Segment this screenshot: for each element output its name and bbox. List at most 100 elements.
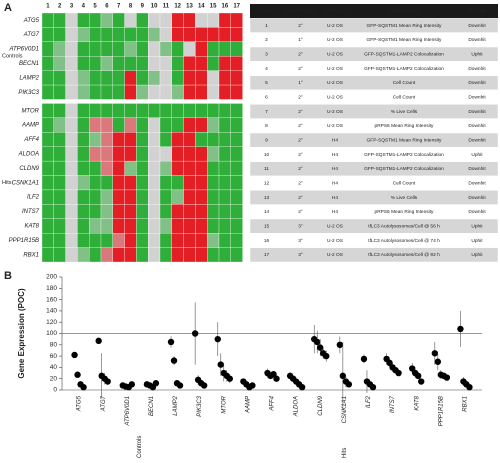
table-cell: 2 [265, 37, 268, 43]
y-tick-label: 80 [50, 342, 58, 349]
heat-cell [171, 56, 184, 71]
heat-cell [112, 204, 125, 219]
table-cell: tfLC3 Autolysosomes/Cell @ 56 h [368, 223, 440, 229]
heat-cell [100, 218, 113, 234]
heat-cell [183, 204, 196, 219]
table-cell: 2° [298, 109, 303, 115]
heat-cell [53, 117, 66, 133]
heat-cell [183, 84, 196, 100]
heat-cell [100, 84, 113, 100]
table-cell: GFP-SQSTM1-LAMP2 Colocalization [364, 51, 444, 57]
heat-cell [159, 146, 172, 162]
table-row-bg [249, 89, 499, 105]
column-label: 12 [174, 4, 181, 10]
table-cell: Downhit [468, 195, 486, 201]
group-label: Hits [342, 448, 348, 458]
heat-cell [100, 103, 113, 119]
heat-cell [41, 117, 54, 133]
heat-cell [218, 27, 231, 42]
table-cell: 3 [265, 51, 268, 57]
table-cell: 5 [265, 80, 268, 86]
heat-cell [148, 70, 161, 86]
heat-cell [124, 146, 137, 162]
heat-cell [183, 247, 196, 263]
heat-cell [183, 132, 196, 147]
table-cell: 14 [264, 209, 270, 215]
table-cell: GFP-SQSTM1-LAMP2 Colocalization [364, 166, 444, 172]
heat-cell [136, 70, 149, 86]
heat-cell [230, 41, 243, 57]
table-cell: 11 [264, 166, 269, 172]
heat-cell [77, 41, 90, 57]
heat-cell [159, 204, 172, 219]
table-cell: H4 [332, 137, 338, 143]
heat-cell [207, 175, 220, 191]
heat-cell [195, 160, 208, 176]
heat-cell [230, 189, 243, 205]
heat-cell [65, 247, 78, 263]
heat-cell [159, 41, 172, 57]
heat-cell [207, 189, 220, 205]
heat-cell [230, 146, 243, 162]
heat-cell [148, 233, 161, 248]
row-label: ILF2 [27, 195, 40, 201]
heat-cell [207, 204, 220, 219]
heat-cell [171, 70, 184, 86]
table-cell: 9 [265, 137, 268, 143]
heat-cell [124, 233, 137, 248]
row-label: RBX1 [23, 252, 39, 258]
heat-cell [183, 146, 196, 162]
heat-cell [112, 247, 125, 263]
heat-cell [218, 103, 231, 119]
heat-cell [207, 84, 220, 100]
table-header: P Value [468, 8, 485, 14]
heat-cell [89, 146, 102, 162]
heat-cell [195, 70, 208, 86]
heat-cell [77, 117, 90, 133]
heat-cell [77, 189, 90, 205]
heat-cell [89, 117, 102, 133]
heat-cell [230, 132, 243, 147]
table-cell: GFP-SQSTM1 Mean Ring Intensity [367, 37, 443, 43]
heat-cell [124, 84, 137, 100]
heat-cell [230, 103, 243, 119]
heat-cell [100, 117, 113, 133]
heat-cell [124, 12, 137, 28]
heat-cell [171, 84, 184, 100]
heat-cell [124, 175, 137, 191]
heat-cell [53, 204, 66, 219]
heat-cell [53, 103, 66, 119]
heat-cell [124, 117, 137, 133]
x-tick-label: LAMP2 [173, 395, 179, 415]
x-tick-label: PPP1R15B [438, 396, 444, 426]
table-cell: Uphit [471, 223, 483, 229]
heat-cell [207, 56, 220, 71]
group-label: Controls [137, 436, 143, 458]
column-label: 4 [82, 4, 86, 10]
y-tick-label: 120 [46, 319, 57, 326]
heat-cell [171, 132, 184, 147]
heat-cell [89, 247, 102, 263]
table-cell: GFP-SQSTM1 Mean Ring Intensity [367, 137, 443, 143]
table-cell: tfLC3 Autolysosomes/Cell @ 74 h [368, 238, 440, 244]
table-cell: 3° [298, 252, 303, 258]
column-label: 9 [141, 4, 145, 10]
heat-cell [148, 103, 161, 119]
heat-cell [53, 233, 66, 248]
heat-cell [77, 218, 90, 234]
heat-cell [77, 27, 90, 42]
dot [323, 352, 330, 360]
heat-cell [136, 103, 149, 119]
heat-cell [41, 175, 54, 191]
row-label: MTOR [21, 108, 39, 114]
heat-cell [77, 84, 90, 100]
heat-cell [148, 204, 161, 219]
heat-cell [77, 160, 90, 176]
table-cell: GFP-SQSTM1 Mean Ring Intensity [367, 23, 443, 29]
column-label: 8 [129, 4, 133, 10]
heat-cell [53, 247, 66, 263]
table-cell: pRPS6 Mean Ring Intensity [375, 209, 435, 215]
heat-cell [112, 117, 125, 133]
heat-cell [53, 146, 66, 162]
heat-cell [41, 218, 54, 234]
